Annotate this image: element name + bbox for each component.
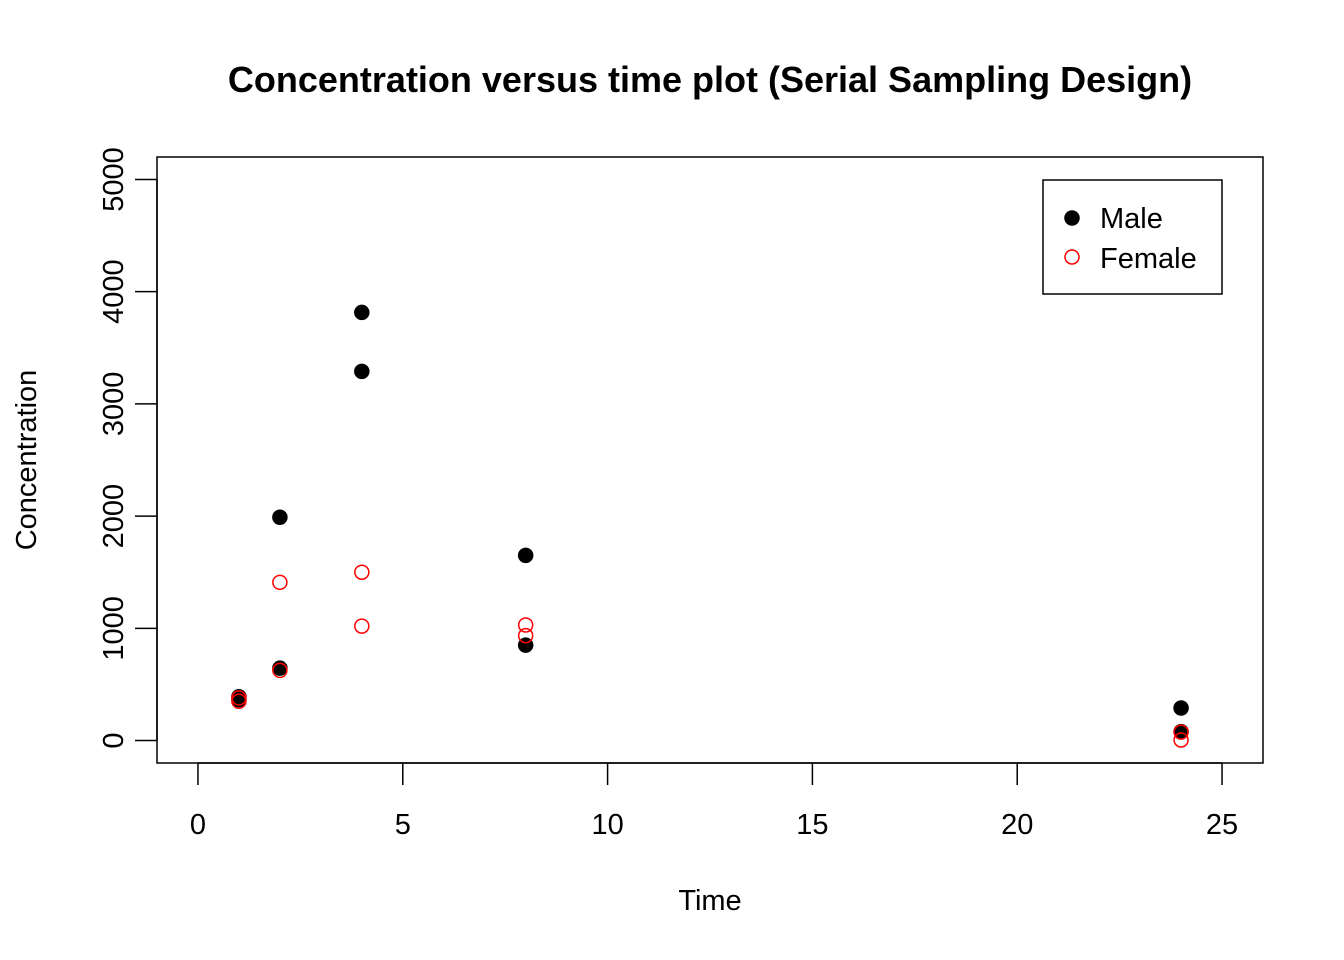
y-tick-label: 0 <box>98 732 130 748</box>
data-point-female <box>231 690 247 706</box>
legend-label-male: Male <box>1100 203 1163 235</box>
x-tick-label: 5 <box>395 809 411 841</box>
data-point-female <box>517 617 534 633</box>
data-point-female <box>1173 724 1189 740</box>
x-tick-label: 0 <box>190 809 206 841</box>
legend-box <box>1042 179 1223 295</box>
legend: Male Female <box>1042 179 1223 295</box>
legend-marker-male <box>1064 210 1080 226</box>
data-point-male <box>354 304 370 321</box>
y-tick-label: 5000 <box>98 147 130 212</box>
data-point-female <box>354 564 370 580</box>
y-tick-label: 3000 <box>98 372 130 437</box>
data-point-female <box>272 574 288 591</box>
x-tick-label: 25 <box>1206 809 1238 841</box>
y-axis: 0 1000 2000 3000 4000 5000 <box>98 147 158 749</box>
data-point-male <box>1173 700 1189 716</box>
x-tick-label: 20 <box>1001 809 1033 841</box>
data-point-female <box>517 627 534 644</box>
x-tick-label: 15 <box>796 809 828 841</box>
y-axis-label: Concentration <box>11 370 43 551</box>
legend-marker-female <box>1064 249 1080 265</box>
data-point-female <box>272 662 288 679</box>
data-point-male <box>517 547 534 564</box>
y-tick-label: 1000 <box>98 596 130 661</box>
data-point-female <box>1173 732 1189 748</box>
data-point-male <box>354 363 370 380</box>
x-axis-label: Time <box>678 885 741 917</box>
data-point-male <box>272 509 288 525</box>
y-tick-label: 4000 <box>98 259 130 324</box>
legend-label-female: Female <box>1100 243 1197 275</box>
chart-title: Concentration versus time plot (Serial S… <box>228 59 1192 100</box>
y-tick-label: 2000 <box>98 484 130 549</box>
x-axis: 0 5 10 15 20 25 <box>190 762 1238 841</box>
data-point-female <box>354 618 370 634</box>
data-points <box>231 304 1189 748</box>
data-point-female <box>231 693 247 710</box>
x-tick-label: 10 <box>591 809 623 841</box>
